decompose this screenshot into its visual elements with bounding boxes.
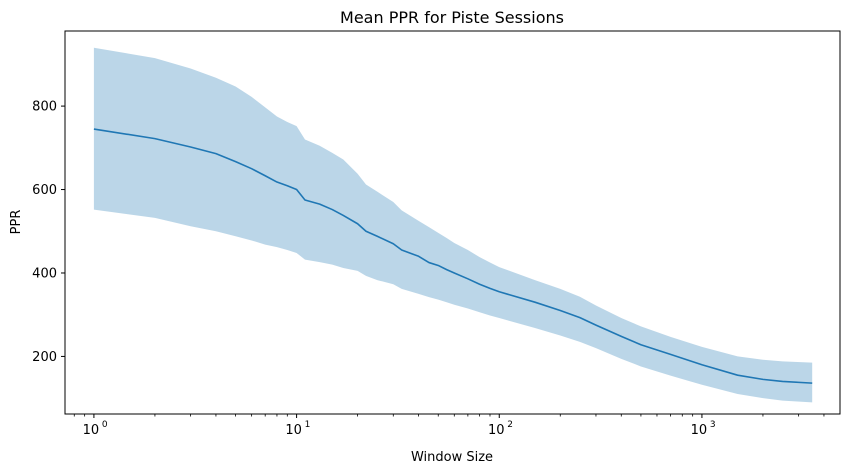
chart-title: Mean PPR for Piste Sessions [340,8,564,27]
y-tick-label: 800 [32,100,57,115]
y-axis-label: PPR [9,210,24,235]
x-tick-exponent: 3 [710,420,716,430]
x-tick-label: 10 0 [83,420,108,438]
x-axis-label: Window Size [411,450,493,465]
x-tick-label: 10 1 [285,420,310,438]
x-tick-base: 10 [285,423,302,438]
series-0-band [93,47,813,403]
y-tick-label: 400 [32,266,57,281]
x-axis: 10 0 10 1 10 2 10 3 [73,414,825,438]
series-0-line [93,128,813,384]
x-tick-label: 10 3 [691,420,716,438]
x-tick-label: 10 2 [488,420,513,438]
x-tick-exponent: 2 [507,420,513,430]
plot-area [93,47,813,403]
x-tick-exponent: 0 [102,420,108,430]
y-axis: 200 400 600 800 [32,100,65,365]
x-tick-base: 10 [83,423,100,438]
x-tick-exponent: 1 [305,420,311,430]
y-tick-label: 600 [32,183,57,198]
x-tick-base: 10 [488,423,505,438]
y-tick-label: 200 [32,350,57,365]
plot-frame [64,30,841,415]
x-tick-base: 10 [691,423,708,438]
